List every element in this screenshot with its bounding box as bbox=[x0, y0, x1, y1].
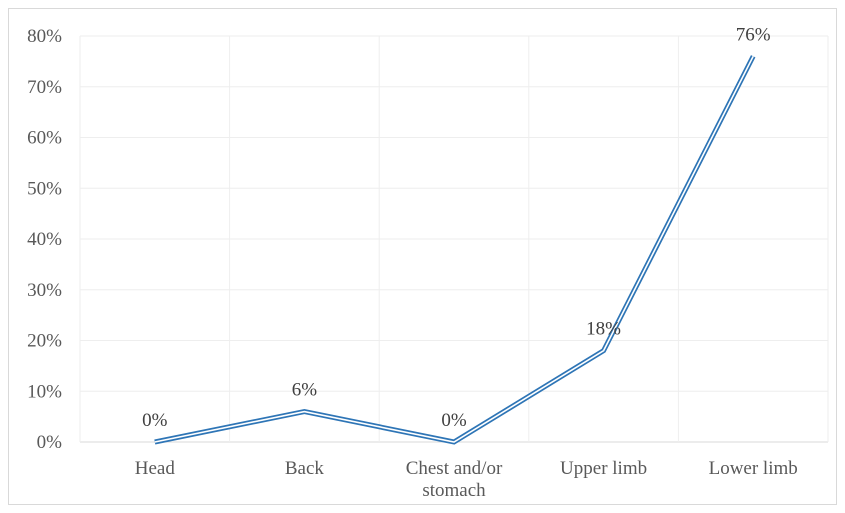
series-line-inner bbox=[154, 55, 754, 443]
data-labels: 0% 6% 0% 18% 76% bbox=[142, 24, 771, 431]
y-tick-label: 10% bbox=[27, 381, 62, 402]
data-label: 18% bbox=[586, 319, 621, 340]
x-axis-tick-labels: Head Back Chest and/or stomach Upper limb Low… bbox=[135, 458, 798, 501]
data-label: 0% bbox=[441, 410, 467, 431]
data-label: 6% bbox=[292, 380, 318, 401]
y-tick-label: 60% bbox=[27, 128, 62, 149]
y-tick-label: 80% bbox=[27, 26, 62, 47]
gridlines bbox=[79, 35, 829, 443]
x-tick-label: Back bbox=[285, 458, 325, 479]
series-line bbox=[154, 55, 756, 445]
x-tick-label: Head bbox=[135, 458, 176, 479]
chart-frame bbox=[8, 8, 837, 505]
y-tick-label: 20% bbox=[27, 331, 62, 352]
y-tick-label: 50% bbox=[27, 178, 62, 199]
y-tick-label: 30% bbox=[27, 280, 62, 301]
y-tick-label: 0% bbox=[37, 432, 63, 453]
data-label: 0% bbox=[142, 410, 168, 431]
x-tick-label: Lower limb bbox=[709, 458, 798, 479]
x-tick-label: Chest and/or stomach bbox=[406, 458, 503, 501]
data-label: 76% bbox=[736, 24, 771, 45]
y-tick-label: 40% bbox=[27, 229, 62, 250]
y-axis-tick-labels: 0% 10% 20% 30% 40% 50% 60% 70% 80% bbox=[27, 26, 62, 453]
series-line-outer bbox=[154, 55, 756, 445]
y-tick-label: 70% bbox=[27, 77, 62, 98]
x-tick-label: Upper limb bbox=[560, 458, 647, 479]
